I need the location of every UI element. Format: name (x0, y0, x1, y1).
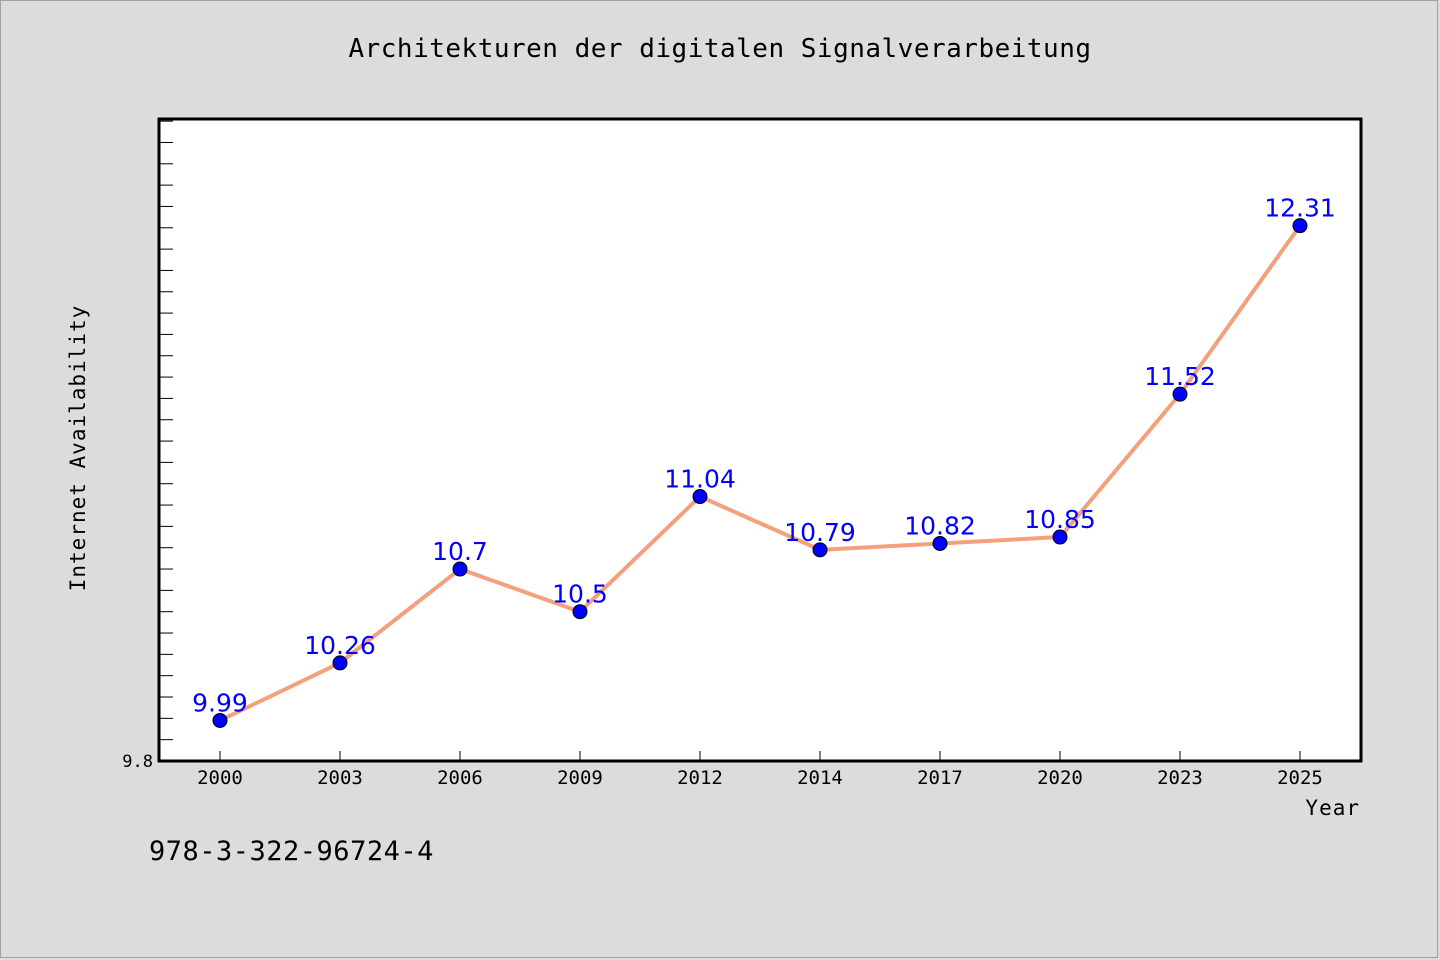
data-point (1292, 218, 1308, 234)
data-label: 10.82 (904, 511, 976, 540)
data-point (932, 535, 948, 551)
x-tick-label: 2014 (797, 767, 843, 789)
x-tick-label: 2009 (557, 767, 603, 789)
data-label: 12.31 (1264, 194, 1336, 223)
data-point (812, 542, 828, 558)
data-label: 10.7 (432, 537, 488, 566)
data-label: 9.99 (192, 688, 248, 717)
data-point (212, 712, 228, 728)
data-label: 11.04 (664, 465, 736, 494)
data-markers (212, 218, 1308, 728)
data-label: 10.26 (304, 631, 376, 660)
data-label: 10.85 (1024, 505, 1096, 534)
isbn-footnote: 978-3-322-96724-4 (149, 836, 434, 867)
x-tick-label: 2017 (917, 767, 963, 789)
x-tick-label: 2003 (317, 767, 363, 789)
data-point (1172, 386, 1188, 402)
data-point (572, 604, 588, 620)
series-line (219, 224, 1302, 723)
x-tick-label: 2020 (1037, 767, 1083, 789)
y-axis-ticks: 9.8 (122, 120, 173, 772)
x-axis-ticks: 2000 2003 2006 2009 2012 2014 2017 2020 2023 2025 (197, 751, 1323, 789)
data-label: 11.52 (1144, 362, 1216, 391)
y-tick-label: 9.8 (122, 752, 153, 772)
x-tick-label: 2012 (677, 767, 723, 789)
chart-title: Architekturen der digitalen Signalverarb… (348, 34, 1092, 64)
data-label: 10.79 (784, 518, 856, 547)
data-point (332, 655, 348, 671)
data-point (1052, 529, 1068, 545)
data-point (452, 561, 468, 577)
data-label: 10.5 (552, 580, 608, 609)
x-tick-label: 2006 (437, 767, 483, 789)
x-tick-label: 2023 (1157, 767, 1203, 789)
x-axis-label: Year (1305, 796, 1360, 820)
x-tick-label: 2000 (197, 767, 243, 789)
data-labels: 9.99 10.26 10.7 10.5 11.04 10.79 10.82 10.85 11.… (192, 194, 1336, 718)
data-point (692, 489, 708, 505)
x-tick-label: 2025 (1277, 767, 1323, 789)
plot-area (157, 117, 1363, 763)
